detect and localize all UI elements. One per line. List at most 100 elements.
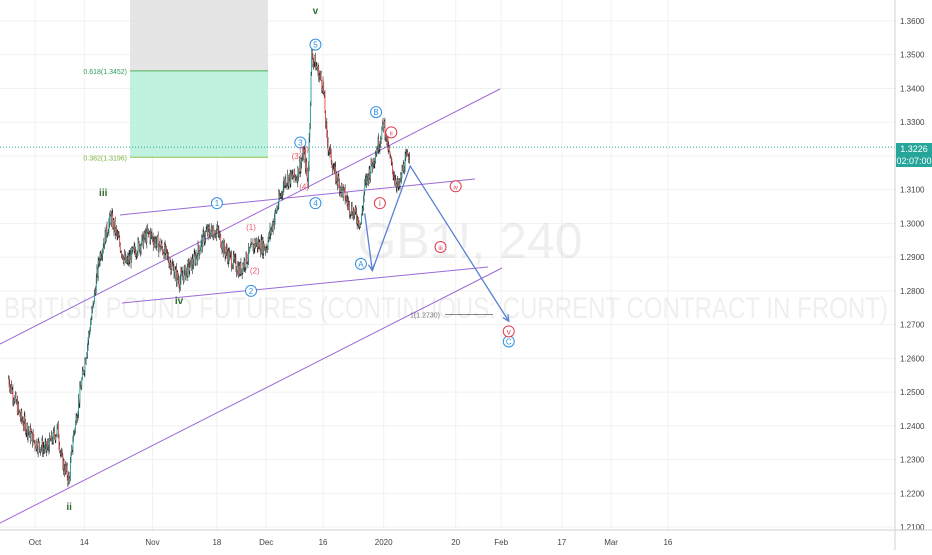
triangle-upper-line[interactable]: [119, 178, 476, 216]
y-tick-label: 1.2400: [900, 422, 925, 431]
candle-body: [311, 50, 313, 58]
candle-body: [27, 431, 29, 437]
candle-body: [397, 179, 399, 184]
candle-body: [79, 386, 81, 404]
candle-body: [42, 447, 44, 453]
candle-body: [304, 152, 306, 169]
candle-body: [387, 136, 389, 151]
candle-body: [244, 266, 246, 268]
candle-body: [57, 423, 59, 427]
triangle-lower-line[interactable]: [121, 266, 489, 304]
candle-body: [33, 434, 35, 441]
candle-body: [127, 256, 129, 260]
candle-body: [206, 228, 208, 231]
candle-body: [39, 447, 41, 452]
candle-body: [175, 268, 177, 270]
candle-body: [199, 250, 201, 255]
lower-channel-line[interactable]: [0, 267, 503, 524]
candle-body: [143, 232, 145, 239]
candle-body: [112, 213, 114, 228]
candle-body: [112, 220, 114, 228]
candle-body: [297, 167, 299, 182]
candle-body: [80, 388, 82, 390]
candle-body: [170, 262, 172, 272]
projection-path[interactable]: [364, 164, 510, 323]
candle-body: [138, 240, 140, 242]
upper-channel-line[interactable]: [0, 88, 501, 345]
candle-body: [210, 226, 212, 233]
candle-body: [180, 271, 182, 280]
candle-body: [65, 465, 67, 471]
candle-body: [309, 124, 311, 138]
candle-body: [306, 162, 308, 173]
candle-body: [20, 416, 21, 419]
candle-body: [406, 151, 408, 155]
candle-body: [224, 242, 225, 251]
candle-body: [313, 62, 315, 64]
candle-body: [74, 429, 76, 432]
candle-body: [96, 269, 98, 278]
candle-body: [106, 224, 108, 235]
candle-body: [119, 244, 121, 252]
candle-body: [377, 138, 379, 152]
candle-body: [223, 242, 225, 253]
candle-body: [235, 258, 237, 271]
trend-channels[interactable]: [0, 88, 503, 524]
candle-body: [297, 167, 299, 177]
candle-body: [87, 340, 89, 346]
candle-body: [33, 440, 35, 442]
candle-body: [130, 254, 132, 263]
candle-body: [278, 194, 280, 206]
candle-body: [88, 332, 90, 341]
candle-body: [166, 249, 168, 255]
candle-body: [279, 196, 281, 199]
candle-body: [179, 279, 181, 288]
candle-body: [252, 243, 254, 252]
candle-body: [291, 174, 293, 176]
wave-label: iv: [175, 296, 184, 307]
candle-body: [140, 244, 142, 251]
candle-body: [36, 441, 38, 450]
candle-body: [271, 225, 273, 230]
y-tick-label: 1.2900: [900, 253, 925, 262]
candle-body: [308, 137, 310, 167]
candle-body: [184, 266, 186, 279]
candle-body: [24, 416, 26, 421]
candle-body: [12, 390, 14, 400]
candle-body: [30, 433, 32, 441]
candle-body: [49, 436, 50, 452]
candle-body: [86, 354, 88, 358]
candle-body: [187, 261, 189, 277]
candle-body: [396, 183, 398, 188]
candle-body: [68, 474, 70, 479]
candle-body: [100, 253, 102, 259]
candle-body: [102, 247, 104, 250]
candle-body: [55, 436, 57, 440]
projection-line[interactable]: [364, 164, 510, 322]
candle-body: [371, 159, 373, 166]
candle-body: [126, 259, 128, 264]
candle-body: [67, 477, 69, 483]
candle-body: [260, 250, 261, 253]
candle-body: [50, 439, 52, 442]
candle-body: [289, 173, 291, 184]
candle-body: [368, 168, 370, 182]
candle-body: [248, 247, 250, 251]
wave-label-circle: [373, 197, 386, 210]
candle-body: [273, 221, 275, 226]
candle-body: [318, 75, 320, 81]
candle-body: [290, 171, 292, 184]
candle-body: [118, 237, 120, 239]
candle-body: [139, 245, 141, 251]
candle-body: [211, 226, 213, 231]
candle-body: [214, 235, 216, 237]
candle-body: [321, 80, 323, 88]
candle-body: [275, 211, 277, 213]
candle-body: [37, 440, 39, 452]
candle-body: [102, 249, 104, 256]
candle-body: [93, 301, 95, 304]
candle-body: [105, 231, 107, 242]
candle-body: [314, 56, 316, 62]
